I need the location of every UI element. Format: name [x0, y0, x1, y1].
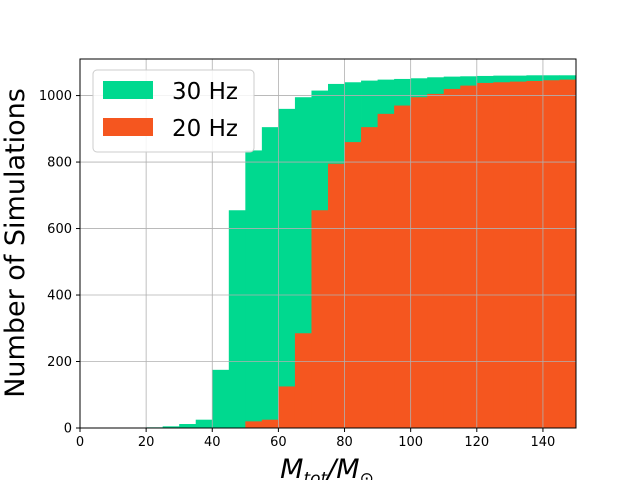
- x-tick-label-80: 80: [336, 435, 353, 450]
- bar-30hz-35: [195, 419, 213, 428]
- bar-30hz-25: [162, 426, 180, 428]
- bar-20hz-120: [476, 82, 494, 429]
- x-tick-label-100: 100: [398, 435, 423, 450]
- x-tick-label-140: 140: [531, 435, 556, 450]
- bar-20hz-135: [526, 80, 544, 428]
- legend-swatch-20hz: [103, 118, 153, 136]
- y-tick-label-400: 400: [47, 289, 72, 304]
- y-tick-label-200: 200: [47, 355, 72, 370]
- bar-20hz-90: [377, 113, 395, 428]
- bar-20hz-55: [261, 419, 279, 428]
- y-tick-label-600: 600: [47, 222, 72, 237]
- bar-20hz-140: [542, 80, 560, 429]
- bar-30hz-55: [261, 127, 279, 428]
- x-tick-label-60: 60: [270, 435, 287, 450]
- bar-20hz-60: [278, 386, 296, 428]
- bar-20hz-110: [443, 88, 461, 429]
- plot-frame: [79, 58, 577, 429]
- x-axis-label: Mtot/M⊙: [280, 454, 374, 480]
- bar-30hz-50: [245, 150, 263, 428]
- bar-20hz-75: [328, 163, 345, 428]
- x-tick-label-120: 120: [464, 435, 489, 450]
- bar-30hz-40: [212, 369, 230, 428]
- bar-20hz-70: [311, 210, 329, 428]
- ticks-layer: 0 20 40 60 80 100 120 140 0 200 400 600 800 1000: [39, 89, 555, 450]
- x-tick-label-40: 40: [204, 435, 221, 450]
- legend-label-30hz: 30 Hz: [172, 79, 238, 105]
- bar-20hz-130: [509, 81, 527, 428]
- bar-20hz-100: [410, 97, 428, 428]
- bar-30hz-60: [278, 108, 296, 428]
- y-tick-label-0: 0: [64, 422, 72, 437]
- bar-30hz-45: [228, 210, 246, 428]
- bar-20hz-105: [427, 93, 445, 429]
- bar-20hz-80: [344, 142, 362, 429]
- bars-layer: [146, 75, 577, 429]
- legend: 30 Hz 20 Hz: [92, 69, 255, 153]
- legend-swatch-30hz: [103, 81, 153, 99]
- x-tick-label-0: 0: [76, 435, 84, 450]
- y-tick-label-1000: 1000: [39, 89, 72, 104]
- bar-20hz-65: [294, 333, 312, 428]
- legend-label-20hz: 20 Hz: [172, 116, 238, 142]
- bar-20hz-95: [394, 105, 412, 429]
- bar-20hz-145: [559, 79, 577, 428]
- bar-30hz-30: [179, 424, 197, 428]
- bar-20hz-85: [361, 127, 378, 428]
- bar-20hz-50: [245, 421, 263, 428]
- y-axis-label: Number of Simulations: [0, 88, 31, 398]
- x-tick-label-20: 20: [138, 435, 155, 450]
- y-tick-label-800: 800: [47, 156, 72, 171]
- bar-20hz-115: [460, 85, 478, 428]
- bar-20hz-125: [493, 82, 511, 429]
